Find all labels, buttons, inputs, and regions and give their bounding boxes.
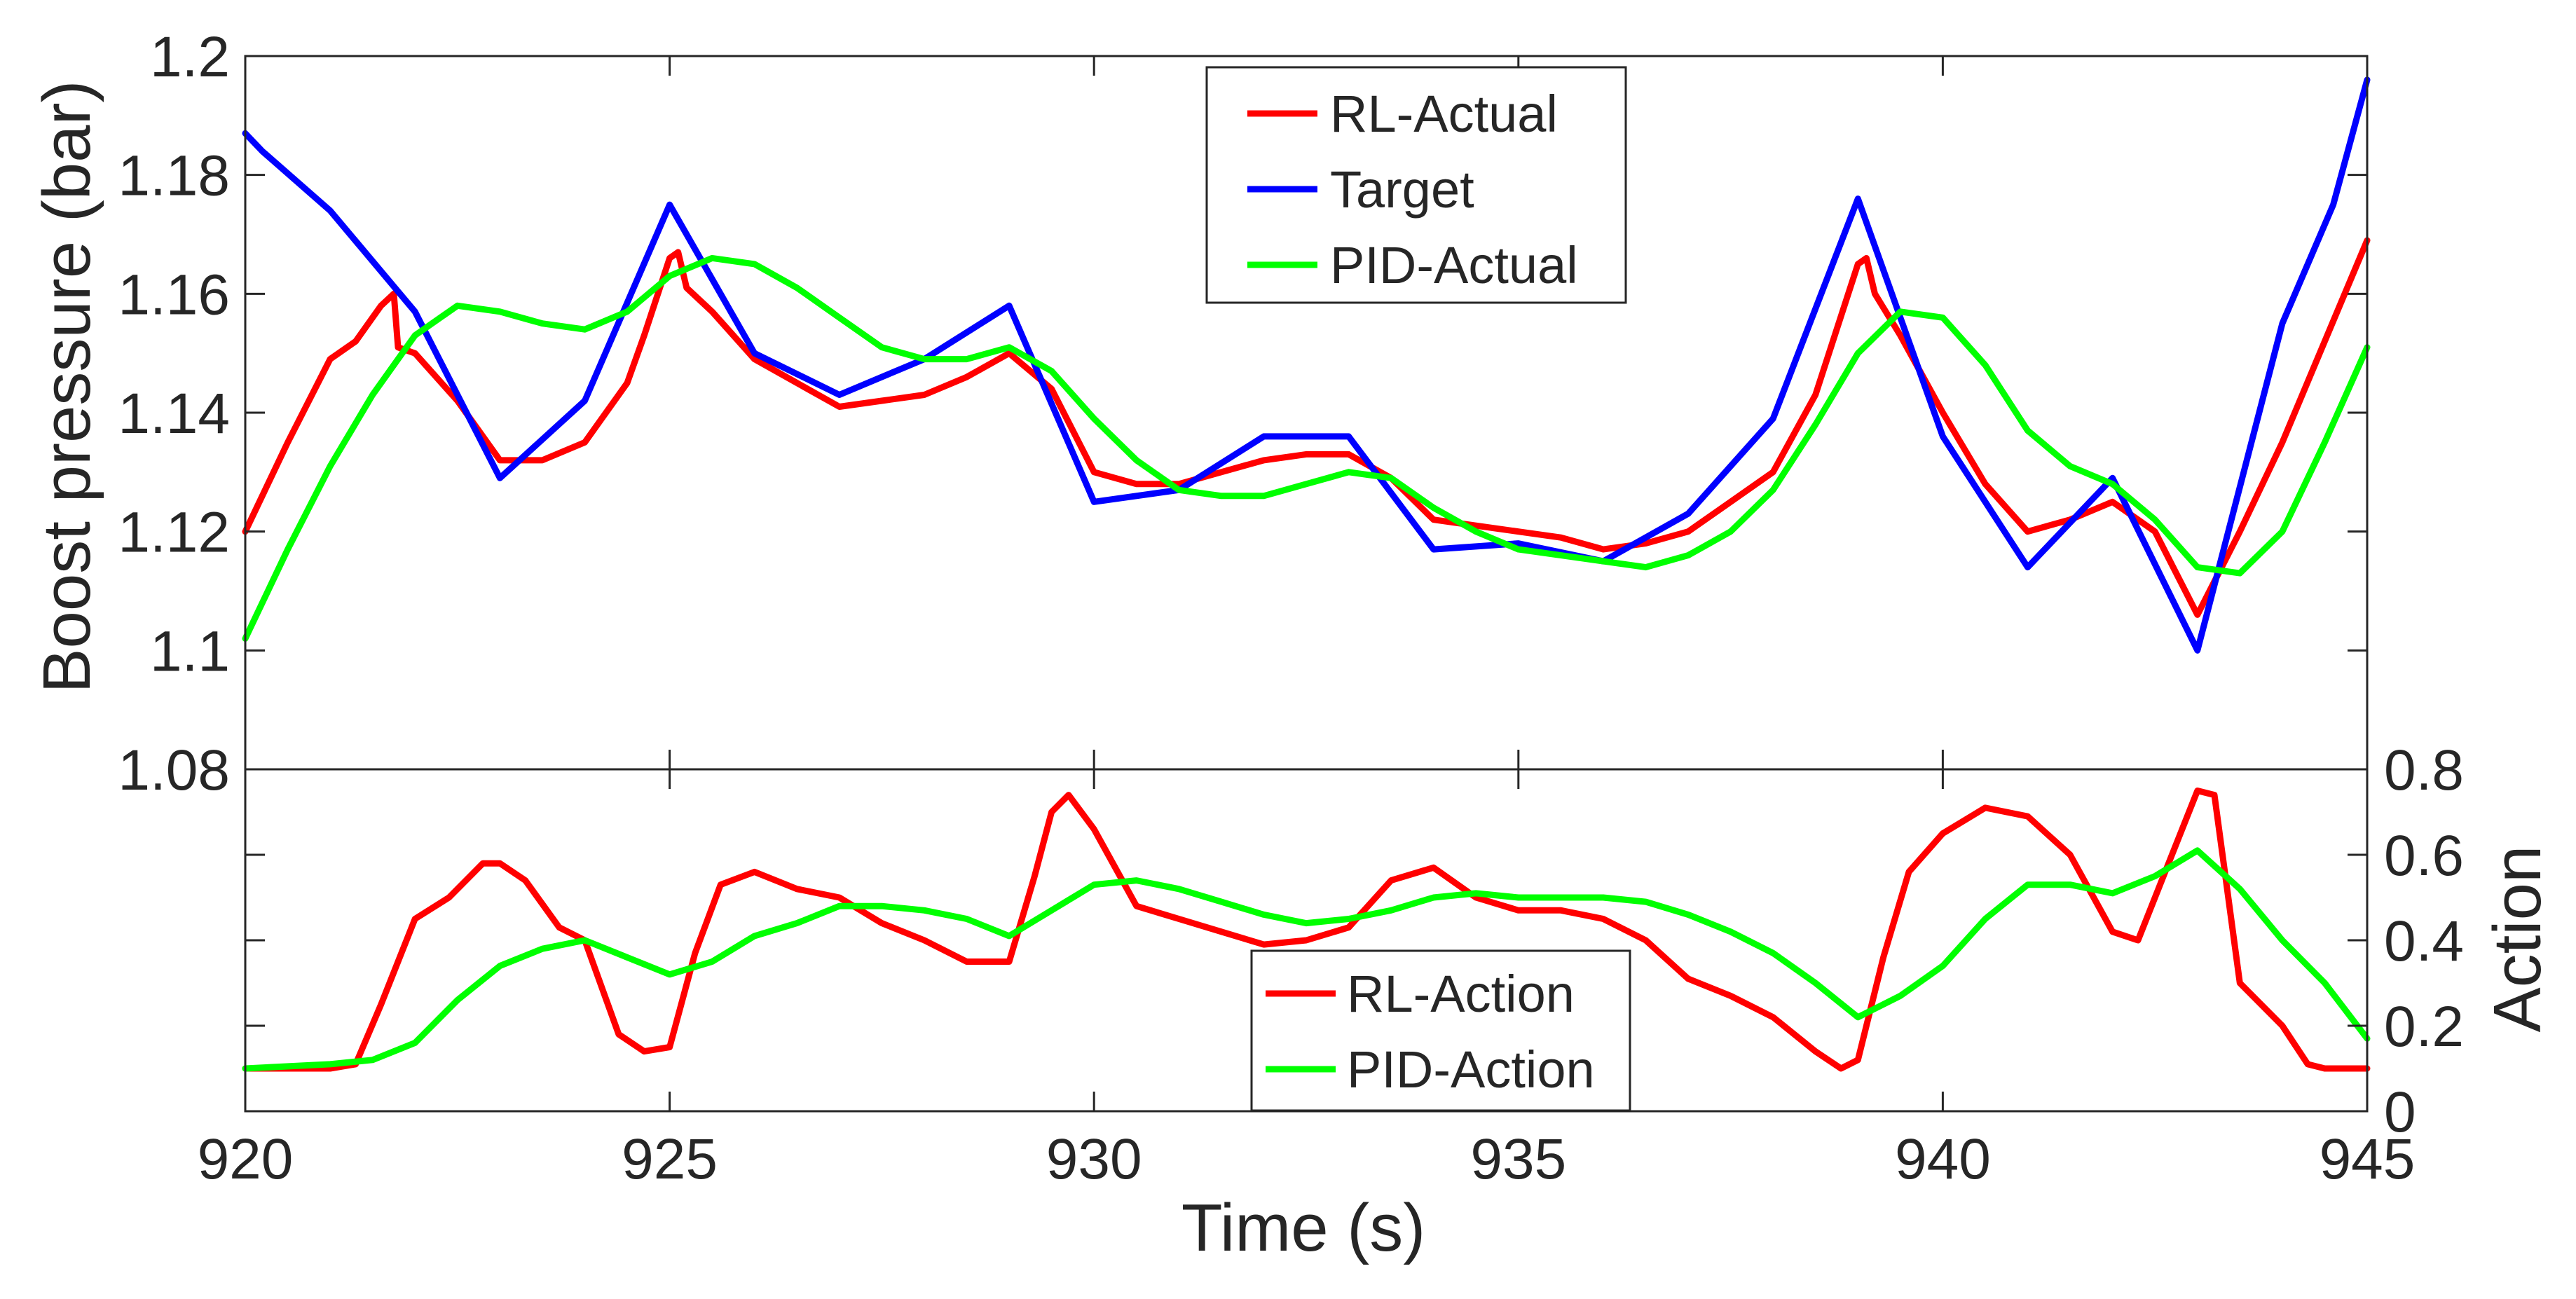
x-tick-label: 920 — [198, 1127, 294, 1191]
pressure-y-tick-label: 1.08 — [118, 738, 230, 802]
legend-label-target: Target — [1330, 160, 1474, 219]
x-tick-label: 925 — [622, 1127, 718, 1191]
pressure-y-tick-label: 1.18 — [118, 144, 230, 208]
x-tick-label: 930 — [1046, 1127, 1142, 1191]
x-tick-label: 940 — [1895, 1127, 1991, 1191]
pressure-y-tick-label: 1.16 — [118, 263, 230, 327]
action-y-tick-label: 0.8 — [2384, 738, 2464, 802]
pressure-series-pid-actual — [242, 254, 2371, 642]
action-y-tick-label: 0.6 — [2384, 824, 2464, 888]
legend-label-pid-action: PID-Action — [1347, 1040, 1595, 1099]
pressure-y-tick-label: 1.2 — [150, 25, 230, 89]
pressure-y-tick-label: 1.1 — [150, 619, 230, 683]
action-legend-box — [1250, 949, 1631, 1112]
legend-label-rl-actual: RL-Actual — [1330, 85, 1558, 143]
pressure-series-rl-actual — [242, 237, 2371, 618]
pressure-y-axis-title: Boost pressure (bar) — [29, 80, 104, 693]
x-tick-label: 945 — [2320, 1127, 2416, 1191]
action-y-tick-label: 0 — [2384, 1080, 2416, 1144]
action-legend: RL-Action PID-Action — [1250, 949, 1631, 1112]
axes-frame — [244, 55, 2369, 1113]
x-axis-title: Time (s) — [1181, 1190, 1425, 1265]
pressure-legend: RL-Actual Target PID-Actual — [1205, 66, 1627, 304]
legend-label-rl-action: RL-Action — [1347, 965, 1575, 1023]
tick-labels: 920 925 930 935 940 945 1.08 1.1 1.12 1.14 1.16 1.1… — [118, 25, 2464, 1191]
action-panel-lines — [242, 788, 2371, 1072]
pressure-panel-lines — [242, 76, 2371, 654]
action-series-pid-action — [242, 847, 2371, 1072]
action-y-tick-label: 0.2 — [2384, 995, 2464, 1059]
x-tick-label: 935 — [1470, 1127, 1566, 1191]
pressure-y-tick-label: 1.14 — [118, 382, 230, 446]
pressure-y-tick-label: 1.12 — [118, 501, 230, 565]
action-series-rl-action — [242, 788, 2371, 1072]
action-y-axis-title: Action — [2480, 846, 2555, 1033]
action-y-tick-label: 0.4 — [2384, 909, 2464, 973]
legend-label-pid-actual: PID-Actual — [1330, 236, 1578, 294]
pressure-series-target — [242, 76, 2371, 654]
